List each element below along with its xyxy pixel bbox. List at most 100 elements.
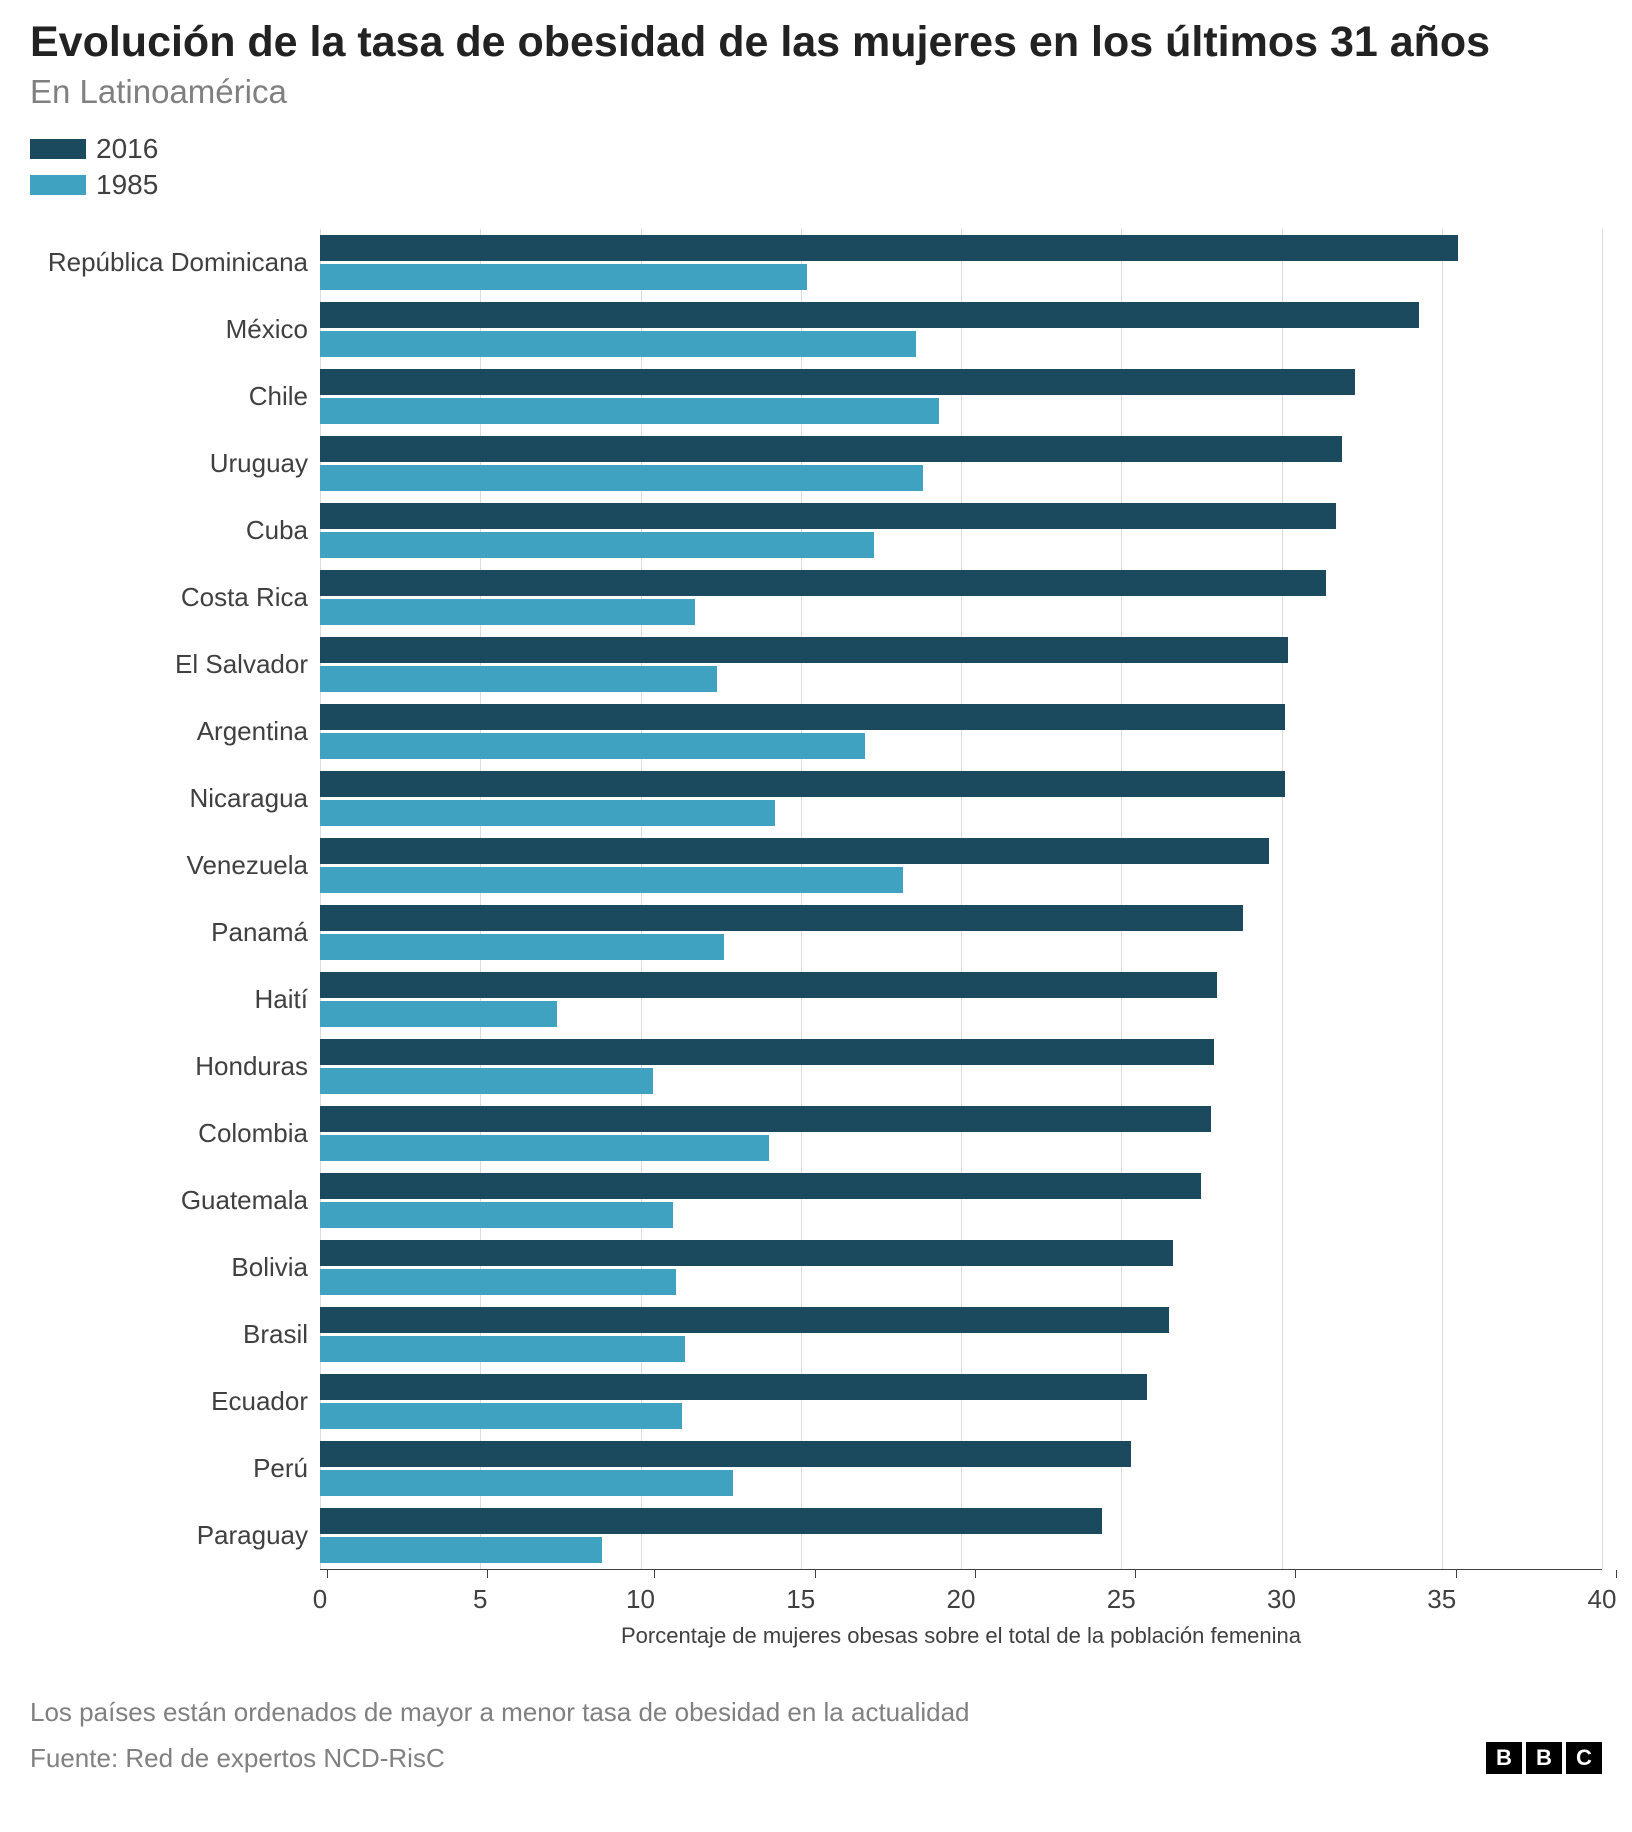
chart-plot-area: República DominicanaMéxicoChileUruguayCu…: [30, 229, 1602, 1649]
bar-2016: [320, 1240, 1173, 1266]
legend: 2016 1985: [30, 133, 1602, 201]
bar-group: [320, 1234, 1602, 1301]
chart-row: Perú: [30, 1435, 1602, 1502]
bar-2016: [320, 1173, 1201, 1199]
bar-1985: [320, 465, 923, 491]
category-label: Ecuador: [30, 1368, 320, 1435]
category-label: Argentina: [30, 698, 320, 765]
x-tick: 25: [1121, 1570, 1150, 1615]
chart-row: El Salvador: [30, 631, 1602, 698]
x-tick: 0: [320, 1570, 334, 1615]
bar-2016: [320, 771, 1285, 797]
bar-1985: [320, 331, 916, 357]
bar-1985: [320, 1135, 769, 1161]
x-tick-label: 20: [947, 1584, 976, 1615]
x-tick: 5: [480, 1570, 494, 1615]
bar-group: [320, 1368, 1602, 1435]
bar-1985: [320, 532, 874, 558]
category-label: Honduras: [30, 1033, 320, 1100]
bar-2016: [320, 905, 1243, 931]
bar-1985: [320, 867, 903, 893]
category-label: Cuba: [30, 497, 320, 564]
bar-2016: [320, 503, 1336, 529]
category-label: Guatemala: [30, 1167, 320, 1234]
legend-item-2016: 2016: [30, 133, 1602, 165]
legend-swatch-1985: [30, 175, 86, 195]
bar-2016: [320, 972, 1217, 998]
bar-group: [320, 1167, 1602, 1234]
bar-1985: [320, 1537, 602, 1563]
bar-1985: [320, 1403, 682, 1429]
chart-row: Guatemala: [30, 1167, 1602, 1234]
chart-row: Nicaragua: [30, 765, 1602, 832]
legend-swatch-2016: [30, 139, 86, 159]
category-label: Paraguay: [30, 1502, 320, 1569]
bar-1985: [320, 1202, 673, 1228]
chart-row: Panamá: [30, 899, 1602, 966]
bar-2016: [320, 235, 1458, 261]
chart-row: Honduras: [30, 1033, 1602, 1100]
bar-2016: [320, 637, 1288, 663]
bar-1985: [320, 1336, 685, 1362]
category-label: El Salvador: [30, 631, 320, 698]
bar-2016: [320, 302, 1419, 328]
bar-group: [320, 430, 1602, 497]
bar-1985: [320, 733, 865, 759]
x-tick-label: 30: [1267, 1584, 1296, 1615]
x-axis-plot: 0510152025303540: [320, 1569, 1602, 1613]
category-label: Brasil: [30, 1301, 320, 1368]
x-tick-label: 10: [626, 1584, 655, 1615]
bar-2016: [320, 1508, 1102, 1534]
bar-group: [320, 832, 1602, 899]
chart-row: Chile: [30, 363, 1602, 430]
category-label: Nicaragua: [30, 765, 320, 832]
chart-row: Venezuela: [30, 832, 1602, 899]
chart-row: Paraguay: [30, 1502, 1602, 1569]
chart-source: Fuente: Red de expertos NCD-RisC: [30, 1743, 445, 1774]
bar-2016: [320, 1106, 1211, 1132]
chart-title: Evolución de la tasa de obesidad de las …: [30, 18, 1602, 67]
chart-row: Brasil: [30, 1301, 1602, 1368]
chart-row: Cuba: [30, 497, 1602, 564]
bar-1985: [320, 398, 939, 424]
bar-1985: [320, 1001, 557, 1027]
bar-1985: [320, 1068, 653, 1094]
category-label: Haití: [30, 966, 320, 1033]
chart-row: Uruguay: [30, 430, 1602, 497]
bar-group: [320, 564, 1602, 631]
category-label: República Dominicana: [30, 229, 320, 296]
bar-group: [320, 1033, 1602, 1100]
x-tick-label: 15: [786, 1584, 815, 1615]
category-label: Chile: [30, 363, 320, 430]
chart-row: Colombia: [30, 1100, 1602, 1167]
category-label: Perú: [30, 1435, 320, 1502]
legend-item-1985: 1985: [30, 169, 1602, 201]
bar-2016: [320, 838, 1269, 864]
x-axis-title: Porcentaje de mujeres obesas sobre el to…: [320, 1623, 1602, 1649]
bar-2016: [320, 369, 1355, 395]
category-label: Costa Rica: [30, 564, 320, 631]
bar-1985: [320, 800, 775, 826]
bbc-logo: B B C: [1486, 1742, 1602, 1774]
chart-row: Argentina: [30, 698, 1602, 765]
x-tick-label: 35: [1427, 1584, 1456, 1615]
bar-1985: [320, 1470, 733, 1496]
chart-row: Costa Rica: [30, 564, 1602, 631]
x-tick-label: 5: [473, 1584, 487, 1615]
bar-group: [320, 698, 1602, 765]
legend-label-1985: 1985: [96, 169, 158, 201]
bar-group: [320, 1301, 1602, 1368]
category-label: Uruguay: [30, 430, 320, 497]
category-label: México: [30, 296, 320, 363]
bar-1985: [320, 264, 807, 290]
bar-1985: [320, 666, 717, 692]
x-axis-spacer: [30, 1569, 320, 1613]
chart-row: Haití: [30, 966, 1602, 1033]
chart-footer: Fuente: Red de expertos NCD-RisC B B C: [30, 1742, 1602, 1774]
bar-group: [320, 1502, 1602, 1569]
bar-1985: [320, 1269, 676, 1295]
chart-row: República Dominicana: [30, 229, 1602, 296]
bar-group: [320, 296, 1602, 363]
x-axis: 0510152025303540: [30, 1569, 1602, 1613]
chart-row: México: [30, 296, 1602, 363]
